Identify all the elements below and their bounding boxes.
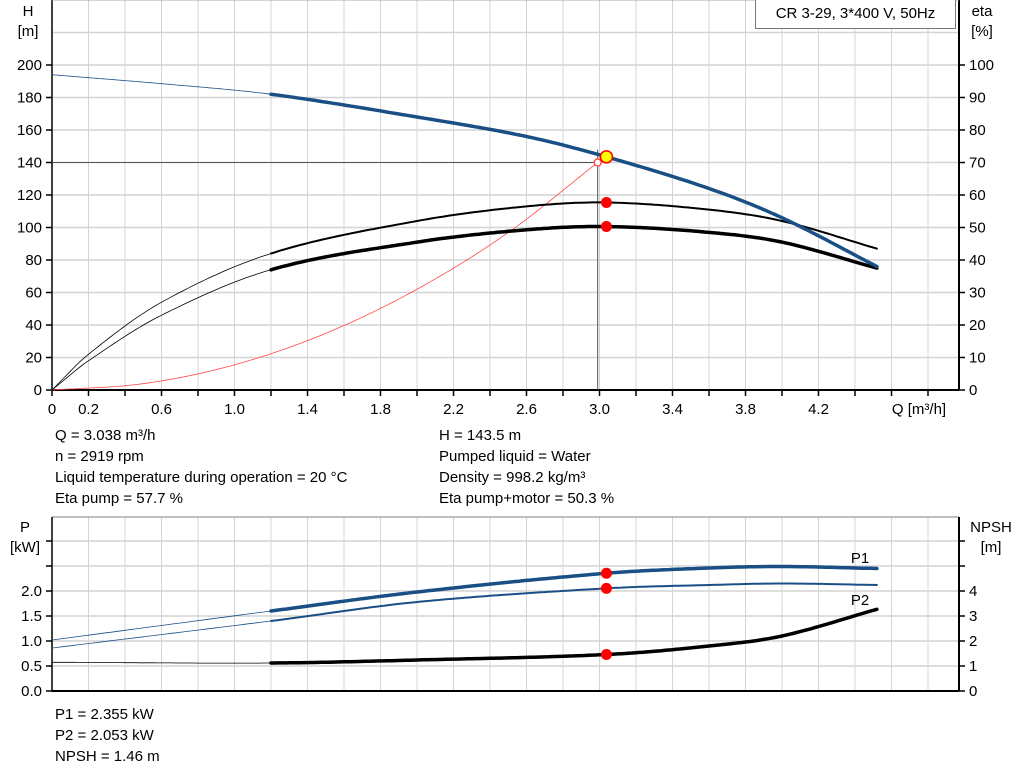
x-tick-label: 3.8 (735, 401, 756, 418)
p-tick-label: 0.5 (21, 658, 42, 675)
eta-pump-duty-marker (600, 196, 612, 208)
p2-curve (270, 582, 878, 622)
p1-curve (269, 564, 879, 613)
y-right-tick-label: 100 (969, 57, 994, 74)
y-right-tick-label: 20 (969, 317, 986, 334)
x-tick-label: 2.2 (443, 401, 464, 418)
y-right-tick-label: 70 (969, 155, 986, 172)
eta-pump-curve (270, 201, 878, 255)
info-npsh: NPSH = 1.46 m (55, 748, 160, 765)
npsh-tick-label: 0 (969, 683, 977, 700)
system-curve (51, 162, 599, 391)
p-tick-label: 1.0 (21, 633, 42, 650)
y-right-tick-label: 80 (969, 122, 986, 139)
npsh-curve-thin (51, 661, 272, 664)
eta-total-curve-thin (51, 269, 272, 391)
y-left-tick-label: 60 (25, 285, 42, 302)
npsh-axis-label: NPSH (970, 519, 1012, 536)
y-left-tick-label: 180 (17, 90, 42, 107)
y-left-tick-label: 20 (25, 350, 42, 367)
npsh-tick-label: 2 (969, 633, 977, 650)
y-left-tick-label: 200 (17, 57, 42, 74)
y-right-label-unit: [%] (971, 23, 993, 40)
eta-total-curve (269, 224, 879, 272)
p2-duty-marker (600, 582, 612, 594)
x-tick-label: 1.8 (370, 401, 391, 418)
y-right-tick-label: 0 (969, 382, 977, 399)
npsh-tick-label: 4 (969, 583, 977, 600)
x-tick-label: 1.4 (297, 401, 318, 418)
p1-curve-label: P1 (851, 550, 869, 567)
info-head: H = 143.5 m (439, 427, 522, 444)
head-duty-marker (599, 150, 614, 164)
head-curve-thin (51, 74, 272, 95)
p1-curve-thin (51, 610, 272, 641)
y-right-tick-label: 40 (969, 252, 986, 269)
p-axis-label: P (20, 519, 30, 536)
info-bottom: P1 = 2.355 kW P2 = 2.053 kW NPSH = 1.46 … (55, 704, 160, 767)
info-eta-pump: Eta pump = 57.7 % (55, 490, 183, 507)
info-top-left: Q = 3.038 m³/h n = 2919 rpm Liquid tempe… (55, 425, 347, 509)
info-temperature: Liquid temperature during operation = 20… (55, 469, 348, 486)
x-tick-label: 0 (48, 401, 56, 418)
p1-duty-marker (600, 567, 612, 579)
info-eta-total: Eta pump+motor = 50.3 % (439, 490, 615, 507)
eta-total-duty-marker (600, 221, 612, 233)
p-tick-label: 1.5 (21, 608, 42, 625)
info-speed: n = 2919 rpm (55, 448, 144, 465)
y-right-tick-label: 30 (969, 285, 986, 302)
npsh-tick-label: 1 (969, 658, 977, 675)
x-tick-label: 0.6 (151, 401, 172, 418)
x-axis-label: Q [m³/h] (892, 401, 946, 418)
pump-title: CR 3-29, 3*400 V, 50Hz (755, 0, 956, 29)
info-flow: Q = 3.038 m³/h (55, 427, 156, 444)
y-right-tick-label: 50 (969, 220, 986, 237)
y-left-tick-label: 160 (17, 122, 42, 139)
head-curve (269, 92, 879, 269)
p2-curve-thin (51, 620, 272, 649)
system-point-marker (593, 158, 602, 167)
info-density: Density = 998.2 kg/m³ (439, 469, 586, 486)
npsh-duty-marker (600, 649, 612, 660)
y-left-tick-label: 80 (25, 252, 42, 269)
y-left-tick-label: 40 (25, 317, 42, 334)
x-tick-label: 1.0 (224, 401, 245, 418)
y-right-tick-label: 60 (969, 187, 986, 204)
y-right-tick-label: 90 (969, 90, 986, 107)
y-left-tick-label: 100 (17, 220, 42, 237)
info-top-right: H = 143.5 m Pumped liquid = Water Densit… (439, 425, 614, 509)
p-axis-unit: [kW] (10, 539, 40, 556)
p2-curve-label: P2 (851, 592, 869, 609)
info-p1: P1 = 2.355 kW (55, 706, 154, 723)
x-tick-label: 0.2 (78, 401, 99, 418)
p-tick-label: 2.0 (21, 583, 42, 600)
y-left-tick-label: 120 (17, 187, 42, 204)
y-left-label-h: H (23, 3, 34, 20)
x-tick-label: 3.4 (662, 401, 683, 418)
npsh-tick-label: 3 (969, 608, 977, 625)
npsh-axis-unit: [m] (981, 539, 1002, 556)
x-tick-label: 2.6 (516, 401, 537, 418)
p-tick-label: 0.0 (21, 683, 42, 700)
x-tick-label: 4.2 (808, 401, 829, 418)
y-right-label-eta: eta (972, 3, 994, 20)
y-right-tick-label: 10 (969, 350, 986, 367)
x-tick-label: 3.0 (589, 401, 610, 418)
y-left-tick-label: 140 (17, 155, 42, 172)
info-p2: P2 = 2.053 kW (55, 727, 154, 744)
npsh-curve (269, 607, 879, 665)
y-left-tick-label: 0 (34, 382, 42, 399)
eta-pump-curve-thin (51, 253, 272, 391)
y-left-label-unit: [m] (18, 23, 39, 40)
info-liquid: Pumped liquid = Water (439, 448, 591, 465)
